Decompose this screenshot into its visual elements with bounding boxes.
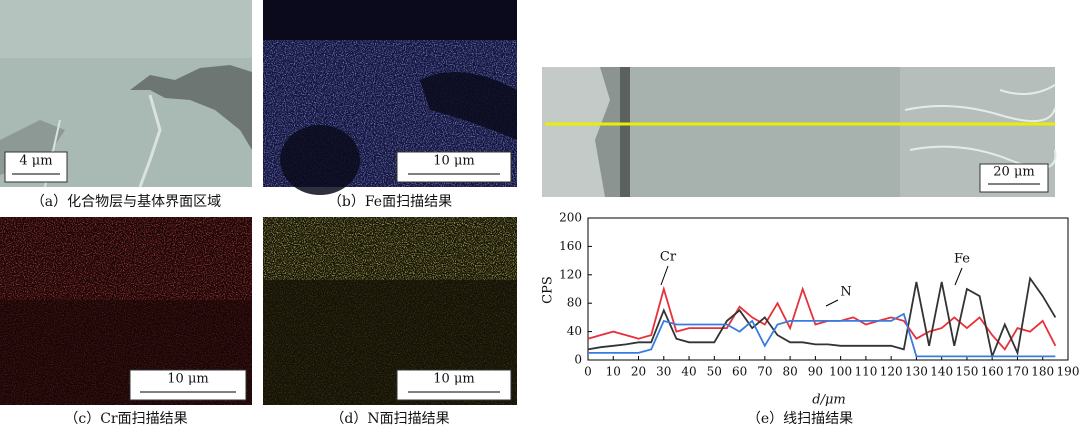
- x-tick-label: 30: [656, 365, 671, 379]
- sem-image-a: 4 μm: [0, 0, 252, 188]
- map-image-b: 10 μm: [263, 0, 517, 195]
- x-tick-label: 130: [905, 365, 928, 379]
- x-tick-label: 190: [1057, 365, 1080, 379]
- x-tick-label: 40: [681, 365, 696, 379]
- map-image-c: 10 μm: [0, 217, 252, 405]
- annotation: N: [840, 285, 851, 300]
- y-tick-label: 80: [567, 296, 582, 310]
- series-line: [587, 276, 1057, 360]
- x-axis-label: d/μm: [812, 393, 845, 408]
- x-tick-label: 140: [930, 365, 953, 379]
- scale-label: 10 μm: [433, 372, 474, 387]
- x-tick-label: 160: [981, 365, 1004, 379]
- x-tick-label: 170: [1006, 365, 1029, 379]
- caption: （b）Fe面扫描结果: [328, 194, 452, 210]
- annotation: Cr: [660, 250, 677, 265]
- x-tick-label: 80: [782, 365, 797, 379]
- caption: （c）Cr面扫描结果: [64, 411, 187, 427]
- x-tick-label: 180: [1031, 365, 1054, 379]
- map-image-d: 10 μm: [263, 217, 517, 405]
- x-tick-label: 20: [631, 365, 646, 379]
- caption: （e）线扫描结果: [747, 411, 853, 427]
- annotation-leader: [954, 267, 963, 286]
- x-tick-label: 90: [808, 365, 823, 379]
- series-line: [588, 312, 1056, 358]
- caption: （d）N面扫描结果: [330, 411, 449, 427]
- scale-label: 4 μm: [19, 154, 52, 169]
- x-tick-label: 60: [732, 365, 747, 379]
- y-tick-label: 0: [574, 353, 582, 367]
- x-tick-label: 50: [707, 365, 722, 379]
- series-line: [587, 285, 1057, 351]
- y-axis-label: CPS: [541, 276, 556, 304]
- x-tick-label: 0: [584, 365, 592, 379]
- scale-label: 10 μm: [167, 372, 208, 387]
- x-tick-label: 110: [854, 365, 877, 379]
- annotation: Fe: [954, 252, 970, 267]
- scale-label: 10 μm: [433, 154, 474, 169]
- y-tick-label: 160: [559, 239, 582, 253]
- annotation-leader: [825, 299, 839, 307]
- y-tick-label: 40: [567, 324, 582, 338]
- plot-frame: [587, 217, 1069, 361]
- scale-label: 20 μm: [993, 165, 1034, 180]
- x-tick-label: 10: [606, 365, 621, 379]
- sem-image-e: 20 μm: [542, 67, 1057, 197]
- caption: （a）化合物层与基体界面区域: [31, 193, 221, 210]
- annotation-leader: [660, 265, 669, 286]
- x-tick-label: 100: [829, 365, 852, 379]
- x-tick-label: 70: [757, 365, 772, 379]
- x-tick-label: 120: [880, 365, 903, 379]
- y-tick-label: 200: [559, 211, 582, 225]
- x-tick-label: 150: [955, 365, 978, 379]
- y-tick-label: 120: [559, 267, 582, 281]
